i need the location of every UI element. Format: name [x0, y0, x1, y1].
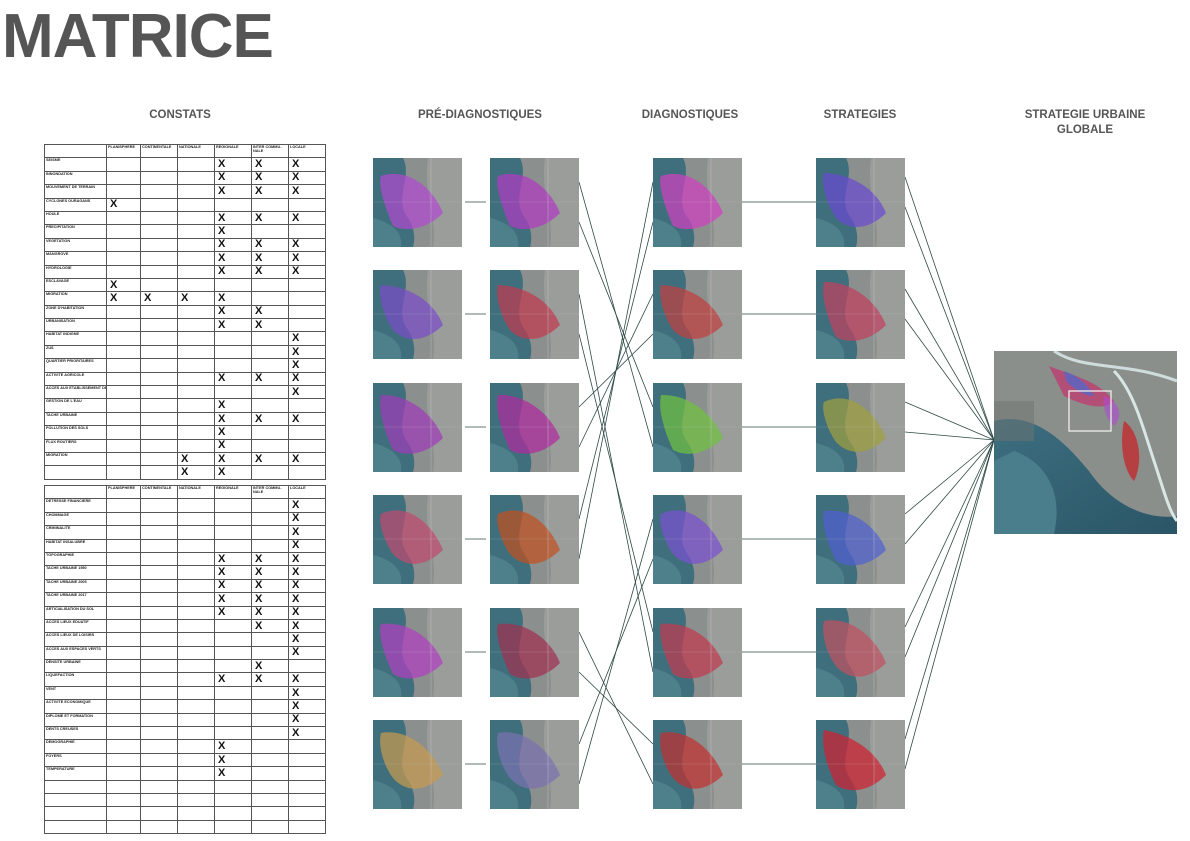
global-strategy-map — [994, 351, 1177, 534]
global-link-line — [904, 206, 995, 441]
matrix-row: ESCLAVAGE X — [44, 277, 326, 293]
diagnostic-link-line — [578, 518, 654, 785]
matrix-row: TEMPERATURE X — [44, 766, 326, 781]
column-header-diagnostiques: DIAGNOSTIQUES — [641, 109, 739, 121]
global-link-line — [904, 439, 995, 545]
matrix-row: PRECIPITATION X — [44, 224, 326, 239]
matrix-row: MOUVEMENT DE TERRAIN X X X — [44, 184, 326, 199]
column-header-constats: CONSTATS — [149, 109, 211, 121]
diag-map-tile — [653, 383, 742, 472]
matrix-row: ACCES LIEUX DE LOISIRS X — [44, 632, 326, 647]
matrix-row: ACTIVITE AGRICOLE X X X — [44, 371, 326, 387]
pre2-map-tile — [490, 158, 579, 247]
global-link-line — [904, 431, 995, 441]
strat-map-tile — [816, 383, 905, 472]
diagnostic-link-line — [578, 221, 654, 408]
global-link-line — [904, 439, 995, 740]
global-link-line — [904, 439, 995, 628]
matrix-row: ZUS X — [44, 344, 326, 360]
matrix-row: MIGRATION X X X X — [44, 291, 326, 306]
matrix-row — [44, 792, 326, 808]
matrix-row: TOPOGRAPHIE X X X — [44, 551, 326, 567]
matrix-column-header: LOCALE — [288, 484, 326, 500]
matrix-row: HYDROLOGIE X X X — [44, 264, 326, 279]
diag-map-tile — [653, 270, 742, 359]
matrix-row — [44, 819, 326, 835]
constats-matrix-1: PLANISPHERE CONTINENTALE NATIONALE REGIONAL… — [44, 143, 326, 480]
pre1-map-tile — [373, 495, 462, 584]
matrix-row: HOULE X X X — [44, 210, 326, 226]
diagnostic-link-line — [578, 181, 654, 560]
matrix-row: DETRESSE FINANCIERE X — [44, 498, 326, 513]
pre2-map-tile — [490, 270, 579, 359]
column-header-strategie-urbaine-globale: STRATEGIE URBAINE GLOBALE — [1024, 109, 1146, 136]
global-link-line — [904, 439, 995, 515]
strat-map-tile — [816, 495, 905, 584]
matrix-cell — [288, 465, 326, 480]
diagnostic-link-line — [578, 671, 654, 745]
matrix-row: POLLUTION DES SOLS X — [44, 425, 326, 440]
matrix-row: CYCLONES OURAGANS X — [44, 197, 326, 212]
strat-map-tile — [816, 720, 905, 809]
matrix-row: CRIMINALITE X — [44, 525, 326, 540]
constats-matrix-2: PLANISPHERE CONTINENTALE NATIONALE REGIONAL… — [44, 484, 326, 835]
matrix-row: GESTION DE L'EAU X — [44, 398, 326, 413]
global-link-line — [904, 176, 995, 441]
strat-map-tile — [816, 608, 905, 697]
global-link-line — [904, 439, 995, 770]
diagnostic-link-line — [578, 333, 654, 633]
diag-map-tile — [653, 720, 742, 809]
strat-map-tile — [816, 158, 905, 247]
matrix-row: MIGRATION X X X X — [44, 451, 326, 467]
strat-map-tile — [816, 270, 905, 359]
global-link-line — [904, 288, 995, 441]
matrix-row: DIPLOME ET FORMATION X — [44, 712, 326, 728]
pre1-map-tile — [373, 270, 462, 359]
matrix-row: CHOMMAGE X — [44, 511, 326, 527]
matrix-row: SEISME X X X — [44, 157, 326, 172]
matrix-cell — [288, 819, 326, 835]
global-link-line — [904, 401, 995, 441]
pre2-map-tile — [490, 608, 579, 697]
matrix-mark: X — [288, 618, 326, 634]
diag-map-tile — [653, 495, 742, 584]
column-header-strategies: STRATEGIES — [823, 109, 897, 121]
global-link-line — [904, 439, 995, 658]
page-title: MATRICE — [2, 2, 274, 71]
pre2-map-tile — [490, 383, 579, 472]
matrix-row: VEGETATION X X X — [44, 237, 326, 253]
matrix-row: INNONDATION X X X — [44, 170, 326, 186]
global-link-line — [904, 318, 995, 441]
matrix-row: LIQUEFACTION X X X — [44, 672, 326, 687]
pre1-map-tile — [373, 608, 462, 697]
diag-map-tile — [653, 158, 742, 247]
pre1-map-tile — [373, 158, 462, 247]
matrix-row: DENTS CREUSES X — [44, 726, 326, 741]
column-header-pre-diagnostiques: PRÉ-DIAGNOSTIQUES — [418, 109, 542, 121]
pre1-map-tile — [373, 720, 462, 809]
matrix-row: MANGROVE X X X — [44, 251, 326, 266]
diag-map-tile — [653, 608, 742, 697]
pre1-map-tile — [373, 383, 462, 472]
pre2-map-tile — [490, 720, 579, 809]
pre2-map-tile — [490, 495, 579, 584]
matrix-row: TACHE URBAINE 2017 X X X — [44, 592, 326, 607]
matrix-row: VENT X — [44, 685, 326, 701]
matrix-row: ARTICIALISATION DU SOL X X X — [44, 605, 326, 620]
